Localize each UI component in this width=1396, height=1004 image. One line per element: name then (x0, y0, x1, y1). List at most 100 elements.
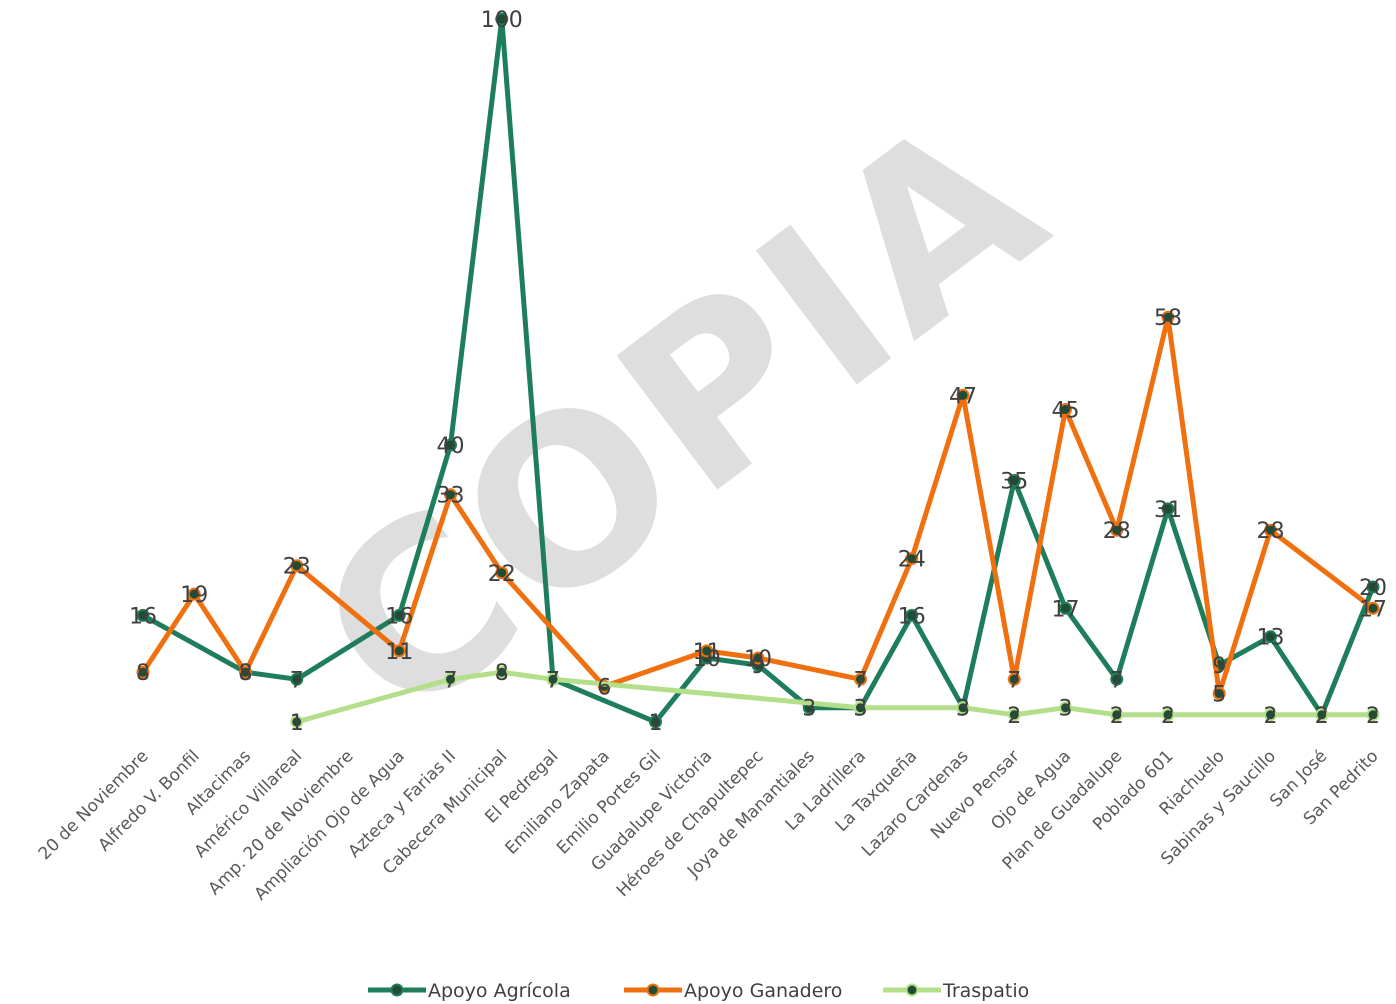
point-apoyo-agricola-emilio-portes-gil (649, 715, 662, 729)
data-label-apoyo-agricola-san-pedrito: 20 (1359, 576, 1387, 601)
data-label-apoyo-agricola-el-pedregal: 7 (546, 668, 560, 693)
data-label-apoyo-ganadero-azteca-y-farias-ii: 33 (437, 484, 465, 509)
point-apoyo-agricola-ojo-de-agua (1059, 601, 1072, 615)
point-traspatio-cabecera-municipal (495, 665, 509, 679)
data-label-apoyo-agricola-americo-villareal: 7 (290, 668, 304, 693)
data-label-apoyo-ganadero-guadalupe-victoria: 11 (693, 640, 721, 665)
data-label-apoyo-agricola-azteca-y-farias-ii: 40 (437, 434, 465, 459)
data-label-apoyo-agricola-la-ladrillera: 3 (854, 697, 868, 722)
point-traspatio-el-pedregal (546, 672, 560, 686)
data-label-apoyo-ganadero-san-pedrito: 17 (1359, 597, 1387, 622)
data-label-traspatio-sabinas-y-saucillo: 2 (1264, 704, 1278, 729)
data-label-apoyo-agricola-guadalupe-victoria: 10 (693, 647, 721, 672)
data-label-apoyo-agricola-ampliacion-ojo-de-agua: 16 (385, 604, 413, 629)
point-apoyo-ganadero-20-de-noviembre (136, 665, 150, 679)
point-traspatio-americo-villareal (290, 715, 304, 729)
point-apoyo-ganadero-heroes-de-chapultepec (751, 651, 765, 665)
data-label-apoyo-ganadero-americo-villareal: 23 (283, 555, 311, 580)
data-label-apoyo-ganadero-lazaro-cardenas: 47 (949, 384, 977, 409)
data-label-apoyo-agricola-lazaro-cardenas: 3 (956, 697, 970, 722)
series-layer (136, 12, 1380, 729)
data-label-apoyo-ganadero-nuevo-pensar: 7 (1007, 668, 1021, 693)
data-label-traspatio-americo-villareal: 1 (290, 711, 304, 736)
point-apoyo-ganadero-la-taxquena (905, 552, 919, 566)
point-apoyo-ganadero-alfredo-v-bonfil (187, 587, 201, 601)
point-apoyo-ganadero-ojo-de-agua (1059, 403, 1072, 416)
legend-label-traspatio: Traspatio (942, 980, 1029, 1002)
data-label-traspatio-poblado-601: 2 (1161, 704, 1175, 729)
data-label-apoyo-agricola-20-de-noviembre: 16 (129, 604, 157, 629)
data-label-traspatio-ojo-de-agua: 3 (1059, 697, 1073, 722)
data-label-apoyo-agricola-ojo-de-agua: 17 (1052, 597, 1080, 622)
data-label-apoyo-ganadero-ojo-de-agua: 45 (1052, 399, 1080, 424)
point-apoyo-agricola-nuevo-pensar (1007, 474, 1021, 487)
point-apoyo-ganadero-san-pedrito (1366, 601, 1380, 615)
point-traspatio-ojo-de-agua (1059, 701, 1072, 715)
point-apoyo-agricola-sabinas-y-saucillo (1264, 630, 1277, 644)
legend-marker-apoyo-ganadero (646, 983, 660, 997)
point-apoyo-ganadero-poblado-601 (1161, 310, 1175, 324)
data-label-apoyo-ganadero-poblado-601: 58 (1154, 306, 1182, 331)
data-label-apoyo-agricola-heroes-de-chapultepec: 9 (751, 654, 765, 679)
point-apoyo-ganadero-guadalupe-victoria (700, 644, 714, 658)
point-apoyo-agricola-azteca-y-farias-ii (444, 438, 457, 452)
point-traspatio-sabinas-y-saucillo (1264, 708, 1277, 722)
data-label-traspatio-el-pedregal: 7 (546, 668, 560, 693)
point-apoyo-agricola-20-de-noviembre (136, 608, 150, 622)
point-apoyo-agricola-americo-villareal (290, 672, 304, 686)
data-label-apoyo-ganadero-la-taxquena: 24 (898, 548, 926, 573)
point-apoyo-ganadero-riachuelo (1212, 687, 1226, 700)
series-line-apoyo-ganadero (140, 314, 1376, 696)
point-traspatio-la-ladrillera (854, 701, 867, 715)
data-label-apoyo-ganadero-20-de-noviembre: 8 (136, 661, 150, 686)
point-traspatio-poblado-601 (1161, 708, 1175, 722)
data-label-traspatio-san-jose: 2 (1315, 704, 1329, 729)
point-apoyo-ganadero-plan-de-guadalupe (1110, 523, 1124, 537)
data-label-apoyo-agricola-emilio-portes-gil: 1 (649, 711, 663, 736)
data-label-apoyo-ganadero-cabecera-municipal: 22 (488, 562, 516, 587)
data-label-traspatio-san-pedrito: 2 (1366, 704, 1380, 729)
legend-label-apoyo-ganadero: Apoyo Ganadero (684, 980, 842, 1002)
point-apoyo-ganadero-sabinas-y-saucillo (1264, 523, 1277, 537)
point-traspatio-san-jose (1315, 708, 1329, 722)
point-apoyo-agricola-poblado-601 (1161, 502, 1175, 516)
point-traspatio-nuevo-pensar (1007, 708, 1021, 722)
point-apoyo-ganadero-lazaro-cardenas (956, 388, 970, 402)
data-label-apoyo-agricola-nuevo-pensar: 35 (1000, 470, 1028, 495)
point-apoyo-agricola-cabecera-municipal (495, 12, 509, 26)
data-label-traspatio-azteca-y-farias-ii: 7 (444, 668, 458, 693)
data-label-apoyo-ganadero-ampliacion-ojo-de-agua: 11 (385, 640, 413, 665)
point-apoyo-ganadero-americo-villareal (290, 559, 304, 573)
data-label-apoyo-ganadero-la-ladrillera: 7 (854, 668, 868, 693)
point-apoyo-agricola-plan-de-guadalupe (1110, 672, 1124, 686)
legend-marker-traspatio (905, 983, 919, 997)
legend-marker-apoyo-agricola (390, 983, 404, 997)
data-label-apoyo-ganadero-heroes-de-chapultepec: 10 (744, 647, 772, 672)
point-traspatio-plan-de-guadalupe (1110, 708, 1124, 722)
data-label-apoyo-agricola-la-taxquena: 16 (898, 604, 926, 629)
data-label-apoyo-agricola-altacimas: 8 (239, 661, 253, 686)
point-apoyo-ganadero-ampliacion-ojo-de-agua (392, 644, 406, 658)
data-label-apoyo-ganadero-alfredo-v-bonfil: 19 (180, 583, 208, 608)
data-label-apoyo-agricola-plan-de-guadalupe: 7 (1110, 668, 1124, 693)
data-label-apoyo-ganadero-emiliano-zapata: 6 (597, 675, 611, 700)
x-tick-label-nuevo-pensar: Nuevo Pensar (927, 746, 1024, 843)
data-label-apoyo-agricola-cabecera-municipal: 100 (481, 8, 523, 33)
point-apoyo-agricola-ampliacion-ojo-de-agua (392, 608, 406, 622)
data-label-apoyo-agricola-san-jose: 2 (1315, 704, 1329, 729)
legend-label-apoyo-agricola: Apoyo Agrícola (428, 980, 571, 1002)
point-apoyo-agricola-la-taxquena (905, 608, 919, 622)
data-label-traspatio-cabecera-municipal: 8 (495, 661, 509, 686)
point-traspatio-azteca-y-farias-ii (444, 672, 457, 686)
data-label-apoyo-agricola-joya-de-manantiales: 3 (802, 697, 816, 722)
point-apoyo-ganadero-la-ladrillera (854, 672, 867, 686)
point-apoyo-agricola-san-pedrito (1366, 580, 1380, 594)
data-label-apoyo-ganadero-riachuelo: 5 (1212, 683, 1226, 708)
data-label-traspatio-lazaro-cardenas: 3 (956, 697, 970, 722)
data-label-traspatio-la-ladrillera: 3 (854, 697, 868, 722)
point-apoyo-ganadero-cabecera-municipal (495, 566, 509, 580)
data-label-traspatio-nuevo-pensar: 2 (1007, 704, 1021, 729)
